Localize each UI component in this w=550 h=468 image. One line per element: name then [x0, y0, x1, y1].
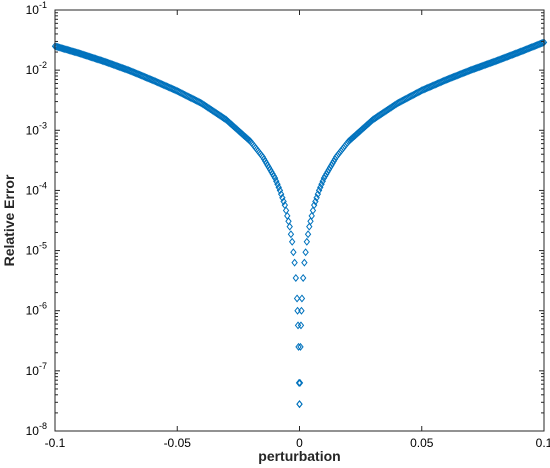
data-point: [302, 248, 309, 257]
data-point: [273, 177, 280, 186]
data-point: [287, 230, 295, 239]
data-point: [326, 163, 334, 172]
data-point: [299, 273, 307, 282]
data-point: [296, 378, 304, 387]
data-point: [304, 230, 312, 239]
data-point: [309, 206, 317, 215]
y-tick-label: 10-4: [26, 180, 47, 197]
data-point: [291, 258, 298, 267]
data-point: [293, 294, 301, 303]
y-tick-label: 10-7: [26, 361, 47, 378]
data-point: [320, 174, 328, 183]
scatter-points: [51, 38, 548, 409]
y-tick-label: 10-5: [26, 241, 47, 258]
data-point: [276, 186, 284, 195]
data-point: [297, 321, 305, 330]
x-tick-label: 0: [296, 436, 303, 450]
x-axis-ticks: -0.1 -0.05 0 0.05 0.1: [45, 10, 550, 450]
y-axis-ticks: 10-8 10-7 10-6 10-5 10-4 10-3 10-2 10-1: [26, 0, 544, 438]
data-point: [329, 159, 336, 168]
data-point: [292, 273, 300, 282]
data-point: [288, 237, 296, 246]
data-point: [538, 39, 545, 48]
data-point: [275, 183, 282, 192]
y-tick-label: 10-1: [26, 0, 47, 17]
data-point: [303, 237, 311, 246]
data-point: [306, 222, 313, 231]
y-tick-label: 10-3: [26, 120, 47, 137]
data-point: [308, 211, 315, 220]
data-point: [297, 342, 304, 351]
x-tick-label: -0.05: [164, 436, 192, 450]
data-point: [328, 161, 335, 170]
data-point: [274, 180, 281, 189]
data-point: [324, 167, 331, 176]
data-point: [295, 378, 303, 387]
data-point: [280, 197, 287, 206]
x-axis-title: perturbation: [258, 448, 340, 464]
x-tick-label: 0.05: [410, 436, 434, 450]
x-tick-label: 0.1: [536, 436, 550, 450]
data-point: [295, 342, 302, 351]
data-point: [277, 190, 285, 199]
data-point: [290, 248, 297, 257]
y-axis-title: Relative Error: [1, 174, 17, 266]
data-point: [307, 217, 314, 226]
data-point: [296, 400, 303, 409]
data-point: [301, 258, 308, 267]
y-tick-label: 10-2: [26, 60, 47, 77]
data-point: [286, 222, 293, 231]
data-point: [271, 174, 279, 183]
y-tick-label: 10-8: [26, 421, 47, 438]
y-tick-label: 10-6: [26, 301, 47, 318]
data-point: [330, 157, 337, 166]
data-point: [321, 172, 329, 181]
data-point: [323, 169, 330, 178]
data-point: [298, 294, 306, 303]
data-point: [279, 193, 286, 202]
data-point: [296, 400, 303, 409]
data-point: [325, 165, 333, 174]
x-tick-label: -0.1: [45, 436, 66, 450]
data-point: [298, 306, 305, 315]
